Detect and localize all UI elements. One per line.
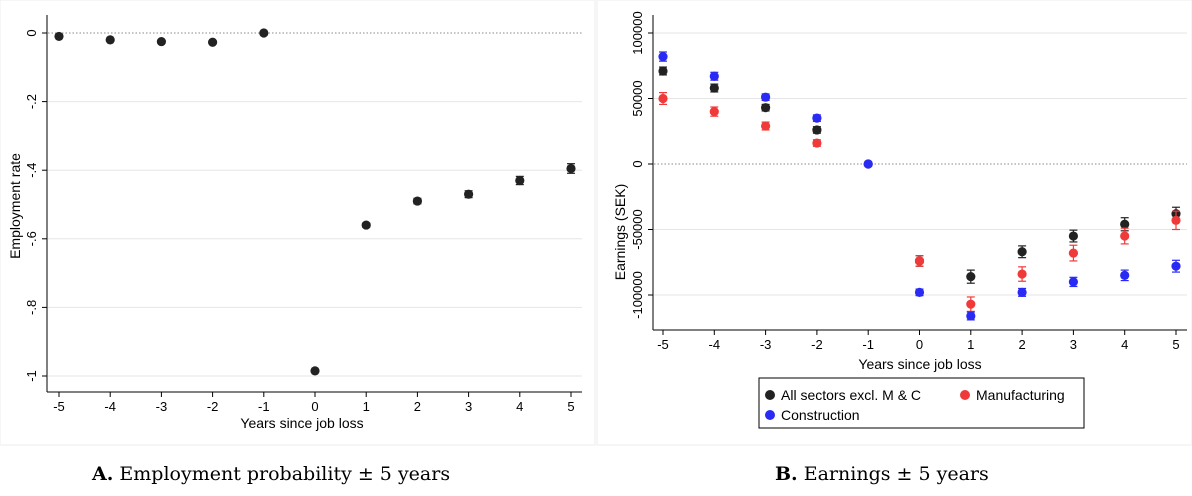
y-tick-label: -.6 xyxy=(24,231,39,246)
data-point xyxy=(54,31,64,42)
data-point xyxy=(658,51,668,62)
y-tick-label: -.4 xyxy=(24,163,39,178)
data-point xyxy=(310,366,320,376)
data-point xyxy=(566,163,576,174)
x-tick-label: 2 xyxy=(1018,337,1025,352)
x-tick-label: 1 xyxy=(967,337,974,352)
y-tick-label: -50000 xyxy=(630,209,645,249)
x-tick-label: 2 xyxy=(414,399,421,414)
data-point xyxy=(914,256,925,266)
data-point xyxy=(709,107,719,117)
caption-a-letter: A. xyxy=(92,463,114,485)
caption-b-letter: B. xyxy=(775,463,798,485)
y-tick-label: -.8 xyxy=(24,300,39,315)
data-point xyxy=(1068,248,1078,258)
data-point xyxy=(412,196,422,206)
data-point xyxy=(761,92,771,102)
legend-marker-manufacturing xyxy=(960,390,970,400)
caption-a-text: Employment probability ± 5 years xyxy=(119,463,451,485)
data-point xyxy=(259,28,269,38)
data-point xyxy=(812,125,822,135)
chart-b-legend: All sectors excl. M & C Manufacturing Co… xyxy=(758,377,1085,429)
legend-label-construction: Construction xyxy=(781,407,860,423)
y-tick-label: -.2 xyxy=(24,94,39,109)
data-point xyxy=(156,36,166,47)
x-tick-label: -2 xyxy=(207,399,219,414)
x-tick-label: 4 xyxy=(516,399,523,414)
data-point xyxy=(1068,277,1078,287)
legend-label-all-sectors: All sectors excl. M & C xyxy=(781,387,921,403)
panel-a-frame xyxy=(0,0,596,446)
data-point xyxy=(1120,270,1130,280)
legend-label-manufacturing: Manufacturing xyxy=(976,387,1065,403)
x-tick-label: 5 xyxy=(1172,337,1179,352)
data-point xyxy=(464,189,474,199)
caption-a: A. Employment probability ± 5 years xyxy=(92,463,450,485)
data-point xyxy=(1068,231,1078,241)
data-point xyxy=(1120,231,1130,241)
x-tick-label: 0 xyxy=(311,399,318,414)
data-point xyxy=(966,299,976,309)
y-tick-label: 0 xyxy=(24,29,39,36)
data-point xyxy=(761,121,771,131)
data-point xyxy=(1171,261,1181,271)
x-tick-label: 3 xyxy=(1070,337,1077,352)
data-point xyxy=(361,220,371,230)
x-tick-label: -4 xyxy=(709,337,721,352)
x-tick-label: -5 xyxy=(53,399,65,414)
data-point xyxy=(966,311,976,321)
data-point xyxy=(761,103,771,113)
x-tick-label: -2 xyxy=(811,337,823,352)
data-point xyxy=(1017,269,1027,279)
x-tick-label: -1 xyxy=(258,399,270,414)
data-point xyxy=(812,138,822,148)
data-point xyxy=(709,83,719,93)
employment-chart: -5 -4 -3 -2 -1 0 1 2 3 4 5 0 -.2 -.4 -.6 -.8 -1 xyxy=(24,15,582,414)
x-tick-label: 5 xyxy=(567,399,574,414)
caption-b: B. Earnings ± 5 years xyxy=(775,463,989,485)
y-tick-label: -1 xyxy=(24,370,39,382)
x-tick-label: 1 xyxy=(363,399,370,414)
data-point xyxy=(709,71,719,81)
chart-b-y-axis-label: Earnings (SEK) xyxy=(612,184,628,280)
y-tick-label: 100000 xyxy=(630,11,645,54)
y-tick-label: -100000 xyxy=(630,271,645,319)
data-point xyxy=(658,93,668,104)
data-point xyxy=(1171,215,1181,225)
data-point xyxy=(105,35,115,45)
chart-b-x-axis-label: Years since job loss xyxy=(858,356,981,372)
x-tick-label: -5 xyxy=(657,337,669,352)
x-tick-label: 4 xyxy=(1121,337,1128,352)
chart-a-x-axis-label: Years since job loss xyxy=(240,415,363,431)
x-tick-label: -1 xyxy=(862,337,874,352)
y-tick-label: 0 xyxy=(630,160,645,167)
legend-box xyxy=(758,377,1085,429)
data-point xyxy=(515,175,525,186)
x-tick-label: -3 xyxy=(156,399,168,414)
data-point xyxy=(863,159,873,169)
x-tick-label: -4 xyxy=(104,399,116,414)
data-point xyxy=(1017,287,1027,297)
x-tick-label: 0 xyxy=(916,337,923,352)
x-tick-label: -3 xyxy=(760,337,772,352)
earnings-chart: -5 -4 -3 -2 -1 0 1 2 3 4 5 100000 50000 0 -50000 -10000… xyxy=(630,11,1187,352)
data-point xyxy=(914,287,925,297)
data-point xyxy=(658,66,668,76)
panel-b-frame xyxy=(596,0,1192,446)
data-point xyxy=(812,113,822,123)
data-point xyxy=(208,37,218,47)
y-tick-label: 50000 xyxy=(630,80,645,116)
caption-b-text: Earnings ± 5 years xyxy=(803,463,989,485)
chart-a-y-axis-label: Employment rate xyxy=(7,153,23,259)
legend-marker-construction xyxy=(765,410,775,420)
data-point xyxy=(966,272,976,282)
data-point xyxy=(1017,247,1027,257)
legend-marker-all-sectors xyxy=(765,390,775,400)
x-tick-label: 3 xyxy=(465,399,472,414)
data-point xyxy=(1120,219,1130,229)
